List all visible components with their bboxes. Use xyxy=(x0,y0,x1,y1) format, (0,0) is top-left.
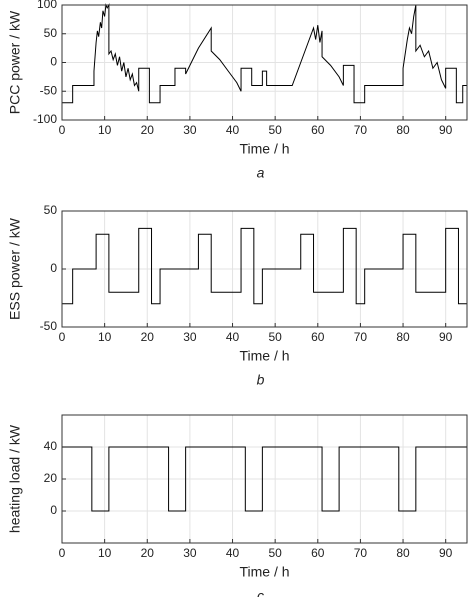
x-tick-label: 40 xyxy=(226,546,240,560)
y-tick-label: 100 xyxy=(37,0,57,11)
x-tick-label: 50 xyxy=(268,546,282,560)
x-tick-label: 20 xyxy=(141,330,155,344)
x-tick-label: 50 xyxy=(268,123,282,137)
x-tick-label: 10 xyxy=(98,123,112,137)
x-axis-label: Time / h xyxy=(239,564,289,580)
y-tick-label: 0 xyxy=(50,503,57,517)
y-tick-label: 20 xyxy=(44,471,58,485)
x-tick-label: 90 xyxy=(439,330,453,344)
x-tick-label: 80 xyxy=(396,330,410,344)
x-tick-label: 60 xyxy=(311,123,325,137)
y-tick-label: 0 xyxy=(50,261,57,275)
x-tick-label: 60 xyxy=(311,546,325,560)
y-axis-label: ESS power / kW xyxy=(7,217,23,320)
x-axis-label: Time / h xyxy=(239,348,289,364)
x-tick-label: 60 xyxy=(311,330,325,344)
x-tick-label: 0 xyxy=(59,330,66,344)
y-tick-label: 40 xyxy=(44,439,58,453)
x-tick-label: 20 xyxy=(141,123,155,137)
x-tick-label: 90 xyxy=(439,546,453,560)
x-tick-label: 40 xyxy=(226,123,240,137)
x-tick-label: 30 xyxy=(183,330,197,344)
caption: c xyxy=(257,588,264,597)
axes-box xyxy=(61,414,468,544)
caption: b xyxy=(257,372,265,388)
x-axis-label: Time / h xyxy=(239,141,289,157)
axes-box xyxy=(61,4,468,121)
x-tick-label: 40 xyxy=(226,330,240,344)
data-line xyxy=(62,3,467,104)
y-axis-label: heating load / kW xyxy=(7,424,23,533)
y-tick-label: -50 xyxy=(40,83,58,97)
x-tick-label: 10 xyxy=(98,330,112,344)
data-line xyxy=(62,227,467,305)
y-tick-label: 50 xyxy=(44,203,58,217)
x-tick-label: 80 xyxy=(396,546,410,560)
x-tick-label: 30 xyxy=(183,123,197,137)
x-tick-label: 20 xyxy=(141,546,155,560)
x-tick-label: 10 xyxy=(98,546,112,560)
y-tick-label: 0 xyxy=(50,55,57,69)
axes-box xyxy=(61,210,468,328)
data-line xyxy=(62,446,467,512)
x-tick-label: 70 xyxy=(354,330,368,344)
x-tick-label: 70 xyxy=(354,123,368,137)
x-tick-label: 0 xyxy=(59,123,66,137)
caption: a xyxy=(257,165,265,181)
x-tick-label: 90 xyxy=(439,123,453,137)
x-tick-label: 50 xyxy=(268,330,282,344)
y-axis-label: PCC power / kW xyxy=(7,10,23,114)
x-tick-label: 30 xyxy=(183,546,197,560)
y-tick-label: -100 xyxy=(33,112,57,126)
x-tick-label: 0 xyxy=(59,546,66,560)
y-tick-label: -50 xyxy=(40,319,58,333)
x-tick-label: 80 xyxy=(396,123,410,137)
x-tick-label: 70 xyxy=(354,546,368,560)
y-tick-label: 50 xyxy=(44,26,58,40)
